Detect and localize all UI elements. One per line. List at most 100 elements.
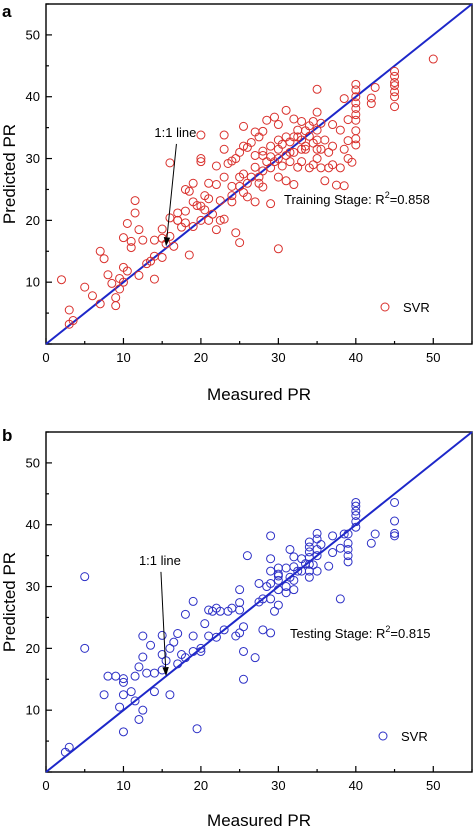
panel-b-data-point — [138, 631, 148, 641]
panel-a-plot: 0 10 20 30 40 50 10 20 30 40 50 a Predicted PR Me… — [0, 2, 473, 404]
panel-a-data-point — [277, 161, 287, 171]
panel-a-data-point — [347, 157, 357, 167]
panel-a-data-point — [87, 291, 97, 301]
panel-b-one-to-one-label: 1:1 line — [139, 553, 181, 568]
panel-a-data-point — [204, 194, 214, 204]
panel-a-data-point — [390, 78, 400, 88]
panel-b-data-point — [304, 572, 314, 582]
panel-a-x-tick-label: 10 — [116, 350, 130, 365]
panel-a-data-point — [246, 137, 256, 147]
panel-a-data-point — [428, 54, 438, 64]
panel-a-arrow-shaft — [166, 143, 177, 238]
panel-a-frame — [45, 3, 473, 345]
panel-a-arrow-head — [163, 237, 171, 247]
panel-b-data-point — [390, 531, 400, 541]
panel-b-data-point — [118, 727, 128, 737]
panel-a-data-point — [273, 120, 283, 130]
panel-b-data-point — [239, 646, 249, 656]
panel-b-identity-line — [45, 431, 473, 773]
panel-a-data-point — [300, 141, 310, 151]
panel-a-data-point — [118, 233, 128, 243]
panel-a-data-point — [390, 87, 400, 97]
panel-b-x-tick-label: 10 — [116, 778, 130, 793]
panel-a-data-point — [390, 92, 400, 102]
panel-a-data-point — [250, 162, 260, 172]
panel-b-letter: b — [2, 426, 12, 445]
panel-b-data-point — [138, 705, 148, 715]
panel-a-data-point — [211, 180, 221, 190]
panel-a-data-point — [99, 254, 109, 264]
panel-a-x-tick-label: 30 — [271, 350, 285, 365]
panel-a-x-tick-label: 50 — [426, 350, 440, 365]
panel-a-data-point — [351, 98, 361, 108]
panel-a-data-point — [231, 228, 241, 238]
panel-b-data-point — [250, 653, 260, 663]
panel-a-data-point — [312, 107, 322, 117]
panel-b-data-point — [390, 516, 400, 526]
panel-a-legend-label: SVR — [403, 300, 430, 315]
panel-b-data-point — [266, 554, 276, 564]
panel-a-data-point — [180, 206, 190, 216]
panel-b-data-point — [118, 674, 128, 684]
panel-b-data-point — [138, 652, 148, 662]
panel-b-data-point — [149, 668, 159, 678]
panel-b-data-point — [211, 632, 221, 642]
panel-a-data-point — [165, 231, 175, 241]
panel-a-data-point — [138, 235, 148, 245]
panel-a-data-point — [103, 270, 113, 280]
panel-a-data-point — [165, 158, 175, 168]
panel-a-data-point — [250, 150, 260, 160]
panel-b-data-point — [273, 585, 283, 595]
panel-a-data-point — [366, 93, 376, 103]
panel-b-data-point — [328, 531, 338, 541]
panel-b-data-point — [312, 528, 322, 538]
panel-b-data-point — [173, 659, 183, 669]
panel-a-data-point — [258, 166, 268, 176]
panel-b-data-point — [242, 551, 252, 561]
panel-a-x-tick-label: 40 — [349, 350, 363, 365]
panel-a-data-point — [111, 293, 121, 303]
panel-a-data-point — [118, 277, 128, 287]
panel-a-data-point — [173, 208, 183, 218]
panel-a-data-point — [335, 125, 345, 135]
panel-b-points — [60, 497, 400, 757]
panel-a-y-tick-label: 10 — [26, 275, 40, 290]
panel-b-data-point — [281, 563, 291, 573]
panel-b-data-point — [80, 572, 90, 582]
panel-b-data-point — [192, 724, 202, 734]
panel-b-data-point — [254, 578, 264, 588]
panel-b-legend-label: SVR — [401, 729, 428, 744]
panel-b-data-point — [312, 566, 322, 576]
panel-b-data-point — [130, 671, 140, 681]
panel-a-points — [56, 54, 438, 329]
panel-a-data-point — [285, 147, 295, 157]
panel-a-data-point — [343, 115, 353, 125]
panel-b-data-point — [328, 548, 338, 558]
panel-a-r2-sup: 2 — [385, 190, 390, 200]
panel-a-data-point — [281, 105, 291, 115]
panel-b-data-point — [273, 600, 283, 610]
panel-b-data-point — [196, 643, 206, 653]
panel-a-data-point — [188, 222, 198, 232]
panel-a-data-point — [111, 301, 121, 311]
panel-a-data-point — [262, 115, 272, 125]
panel-b-data-point — [343, 529, 353, 539]
panel-b-data-point — [64, 742, 74, 752]
panel-a-data-point — [165, 213, 175, 223]
panel-b-data-point — [173, 629, 183, 639]
panel-a-data-point — [208, 209, 218, 219]
panel-a-data-point — [200, 205, 210, 215]
panel-a-data-point — [300, 144, 310, 154]
panel-a-data-point — [95, 246, 105, 256]
panel-b-y-axis: 10 20 30 40 50 — [26, 431, 52, 773]
panel-a-data-point — [390, 71, 400, 81]
panel-a-data-point — [126, 236, 136, 246]
panel-a-data-point — [239, 169, 249, 179]
panel-a-data-point — [196, 157, 206, 167]
panel-b-data-point — [390, 528, 400, 538]
panel-a-data-point — [242, 192, 252, 202]
panel-b-data-point — [266, 594, 276, 604]
panel-b-data-point — [266, 578, 276, 588]
panel-a-data-point — [316, 163, 326, 173]
panel-a-data-point — [80, 282, 90, 292]
